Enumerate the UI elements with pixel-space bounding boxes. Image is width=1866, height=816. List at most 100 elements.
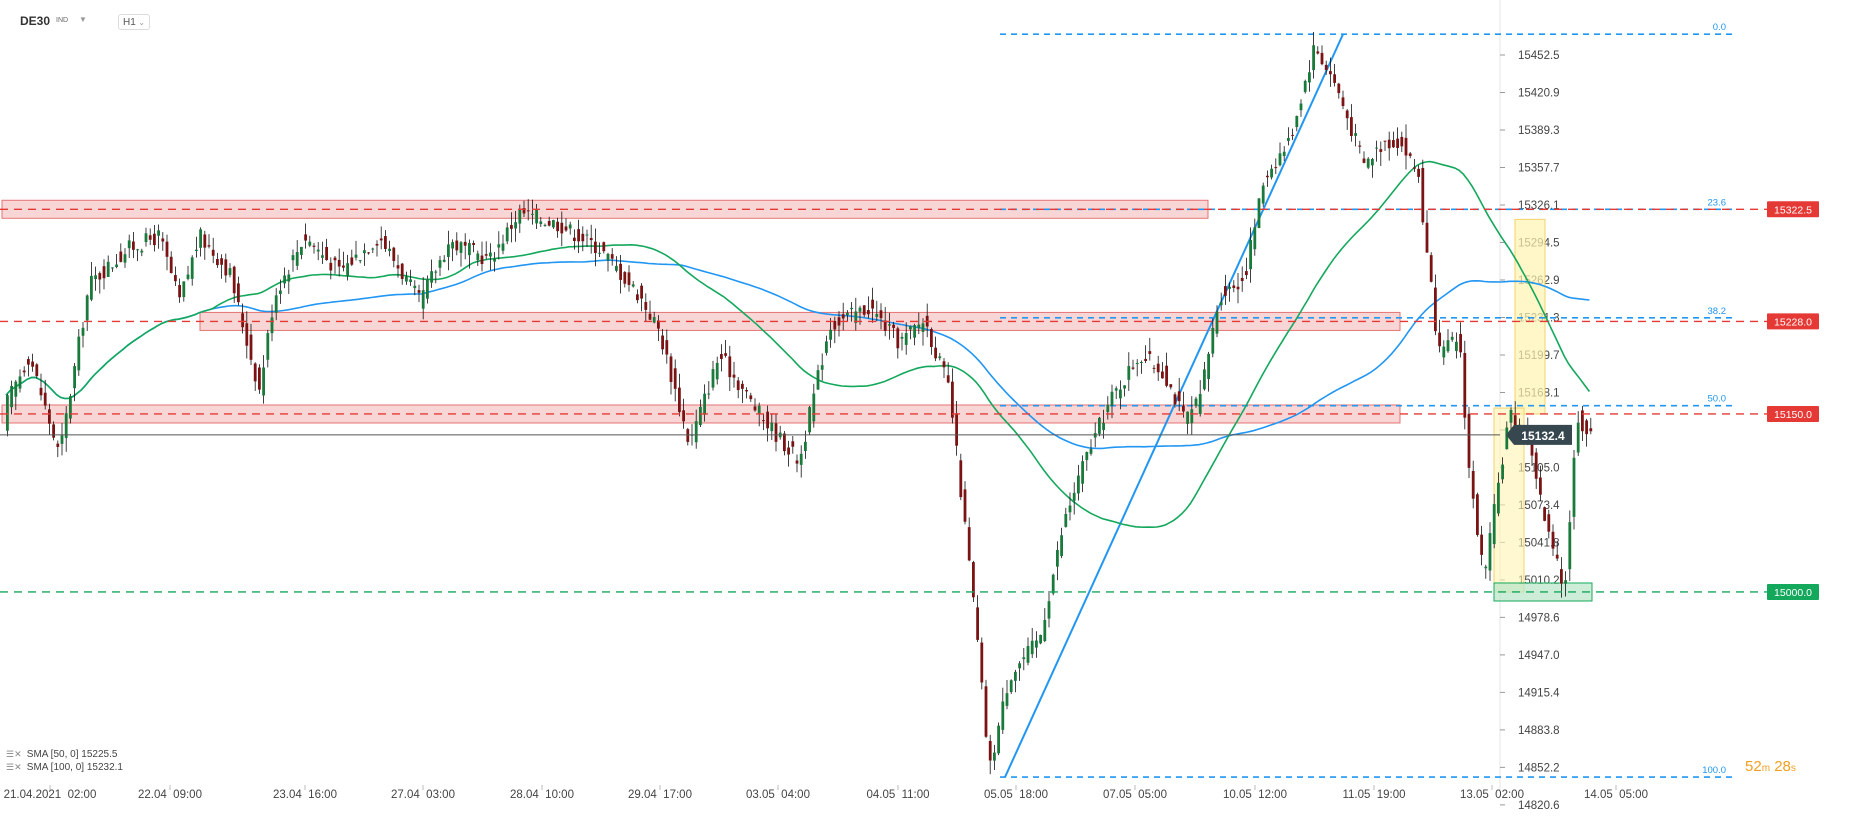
fib-level-label: 100.0 <box>1702 765 1726 776</box>
candle <box>682 398 685 429</box>
candle-body <box>266 333 270 360</box>
candle <box>417 284 421 303</box>
candle-body <box>1215 311 1219 334</box>
price-tick-label: 15389.3 <box>1518 125 1560 137</box>
candle <box>623 271 627 288</box>
candle <box>804 430 807 459</box>
candle <box>182 281 186 302</box>
candle <box>678 373 681 417</box>
candle-body <box>484 254 488 256</box>
candle-body <box>1484 566 1488 569</box>
candle-body <box>783 433 786 452</box>
candle <box>669 353 673 395</box>
indicator-settings-icon[interactable]: ☰✕ <box>6 749 22 759</box>
candle <box>497 231 501 260</box>
candle-body <box>1030 640 1034 655</box>
candle-body <box>253 363 257 382</box>
candle <box>1005 680 1009 710</box>
candle-body <box>997 725 1000 754</box>
candle <box>283 267 286 289</box>
candle <box>1253 218 1257 256</box>
candle-body <box>1266 175 1269 178</box>
candle-body <box>556 221 559 232</box>
candle-body <box>648 313 652 320</box>
candle-body <box>510 225 513 229</box>
time-tick-label: 11.05 19:00 <box>1342 789 1405 801</box>
candle-body <box>1413 167 1416 169</box>
candle-body <box>921 323 925 332</box>
candle-body <box>526 210 530 212</box>
candle-body <box>673 368 677 389</box>
candle <box>510 212 513 243</box>
candle <box>384 230 387 252</box>
candle-body <box>417 290 421 293</box>
candle-body <box>497 244 501 248</box>
candle-body <box>1110 391 1114 406</box>
candle <box>447 230 450 271</box>
candle-countdown-timer: 52m 28s <box>1745 758 1796 775</box>
candle <box>1358 140 1362 154</box>
candle <box>1186 411 1189 435</box>
candle <box>90 262 93 302</box>
symbol-label[interactable]: DE30 <box>20 14 51 28</box>
candle <box>111 267 114 272</box>
candle <box>644 293 648 322</box>
candle-body <box>1455 341 1458 352</box>
indicator-settings-icon[interactable]: ☰✕ <box>6 762 22 772</box>
timer-seconds-unit: s <box>1790 763 1796 774</box>
candle <box>144 227 148 247</box>
time-tick-label: 21.04.2021 02:00 <box>4 789 97 801</box>
candle-body <box>232 266 236 294</box>
candle <box>1270 164 1273 180</box>
candle-body <box>39 387 43 396</box>
candle-body <box>627 272 631 285</box>
candle <box>1320 45 1324 66</box>
candle <box>976 595 979 643</box>
time-tick-label: 22.04 09:00 <box>138 789 202 801</box>
chevron-down-icon[interactable]: ▼ <box>79 15 87 24</box>
price-tick-label: 14820.6 <box>1518 800 1560 811</box>
candle-body <box>480 255 484 265</box>
candle-body <box>1551 531 1555 549</box>
candle-body <box>1295 116 1299 128</box>
candle-body <box>799 453 803 465</box>
candle-body <box>388 248 391 251</box>
candle-body <box>203 234 207 248</box>
candle-body <box>1077 475 1080 494</box>
candle-body <box>1060 535 1063 557</box>
candle <box>1329 57 1332 87</box>
candle-body <box>1589 428 1593 432</box>
candle-body <box>123 254 127 263</box>
candle-body <box>892 324 895 328</box>
indicator-legend-sma50[interactable]: ☰✕ SMA [50, 0] 15225.5 <box>6 749 117 760</box>
candle <box>871 287 874 323</box>
candle <box>846 310 849 322</box>
candle <box>190 255 194 286</box>
candle-body <box>1392 140 1395 148</box>
candle <box>594 228 597 267</box>
candle-body <box>421 290 425 309</box>
candle <box>888 312 891 340</box>
candle <box>1366 157 1370 170</box>
candle <box>1144 345 1147 364</box>
candle-body <box>1316 51 1320 54</box>
candle <box>636 289 639 304</box>
candle <box>795 454 799 473</box>
candle-body <box>102 266 106 279</box>
candle <box>10 380 13 415</box>
candle <box>426 275 429 304</box>
candle <box>615 256 618 273</box>
indicator-legend-sma100[interactable]: ☰✕ SMA [100, 0] 15232.1 <box>6 762 123 773</box>
candle <box>354 240 358 261</box>
candle <box>1236 272 1240 304</box>
candle-body <box>1560 569 1563 584</box>
candle-body <box>711 369 715 388</box>
price-tick-label: 15041.8 <box>1518 537 1560 549</box>
candle <box>904 322 908 355</box>
timeframe-selector[interactable]: H1 ⌄ <box>118 14 150 30</box>
candle-body <box>1156 363 1160 373</box>
candle-body <box>1291 134 1294 136</box>
candle-body <box>224 259 228 276</box>
